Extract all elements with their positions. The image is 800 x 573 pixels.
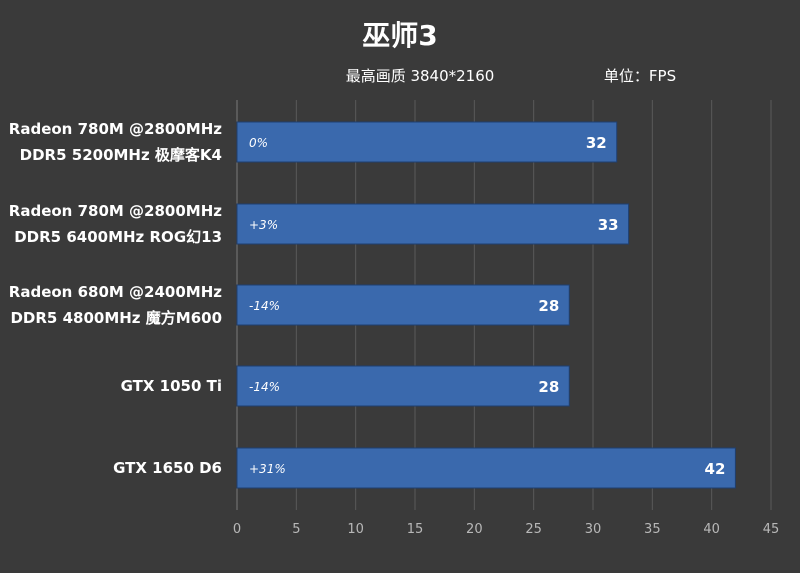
bar-percent-label: 0% bbox=[249, 136, 268, 150]
x-tick-label: 45 bbox=[763, 522, 780, 537]
bar bbox=[236, 447, 736, 489]
bar-value-label: 28 bbox=[538, 297, 559, 315]
chart-setting-label: 最高画质 3840*2160 bbox=[346, 67, 495, 85]
category-label: Radeon 780M @2800MHz bbox=[9, 202, 222, 220]
x-tick-label: 0 bbox=[233, 522, 241, 537]
category-labels: Radeon 780M @2800MHz DDR5 5200MHz 极摩客K4 Ra… bbox=[9, 120, 222, 477]
bar-value-label: 33 bbox=[598, 216, 619, 234]
bar bbox=[236, 203, 630, 245]
x-tick-labels: 0 5 10 15 20 25 30 35 40 45 bbox=[233, 522, 779, 537]
x-tick-label: 10 bbox=[347, 522, 364, 537]
x-tick-label: 35 bbox=[644, 522, 661, 537]
bar-value-label: 32 bbox=[586, 134, 607, 152]
bar-percent-label: -14% bbox=[249, 299, 280, 313]
chart-title: 巫师3 bbox=[362, 19, 437, 52]
bar-percent-label: +3% bbox=[249, 218, 278, 232]
category-label: Radeon 780M @2800MHz bbox=[9, 120, 222, 138]
x-tick-label: 5 bbox=[292, 522, 300, 537]
bar bbox=[236, 365, 570, 407]
category-label: GTX 1050 Ti bbox=[121, 377, 222, 395]
x-tick-label: 25 bbox=[525, 522, 542, 537]
category-label: Radeon 680M @2400MHz bbox=[9, 283, 222, 301]
bar bbox=[236, 121, 618, 163]
x-tick-label: 30 bbox=[585, 522, 602, 537]
category-label: DDR5 6400MHz ROG幻13 bbox=[14, 228, 222, 246]
bar-value-label: 28 bbox=[538, 378, 559, 396]
x-tick-label: 20 bbox=[466, 522, 483, 537]
bar-percent-label: -14% bbox=[249, 380, 280, 394]
category-label: DDR5 4800MHz 魔方M600 bbox=[10, 309, 222, 327]
x-tick-label: 15 bbox=[407, 522, 424, 537]
bars: 0% 32 +3% 33 -14% 28 -14% 28 +31% 42 bbox=[236, 121, 736, 489]
bar-percent-label: +31% bbox=[249, 462, 286, 476]
category-label: DDR5 5200MHz 极摩客K4 bbox=[20, 146, 222, 164]
bar bbox=[236, 284, 570, 326]
chart-unit-label: 单位：FPS bbox=[604, 67, 676, 85]
category-label: GTX 1650 D6 bbox=[113, 459, 222, 477]
x-tick-label: 40 bbox=[703, 522, 720, 537]
bar-value-label: 42 bbox=[705, 460, 726, 478]
